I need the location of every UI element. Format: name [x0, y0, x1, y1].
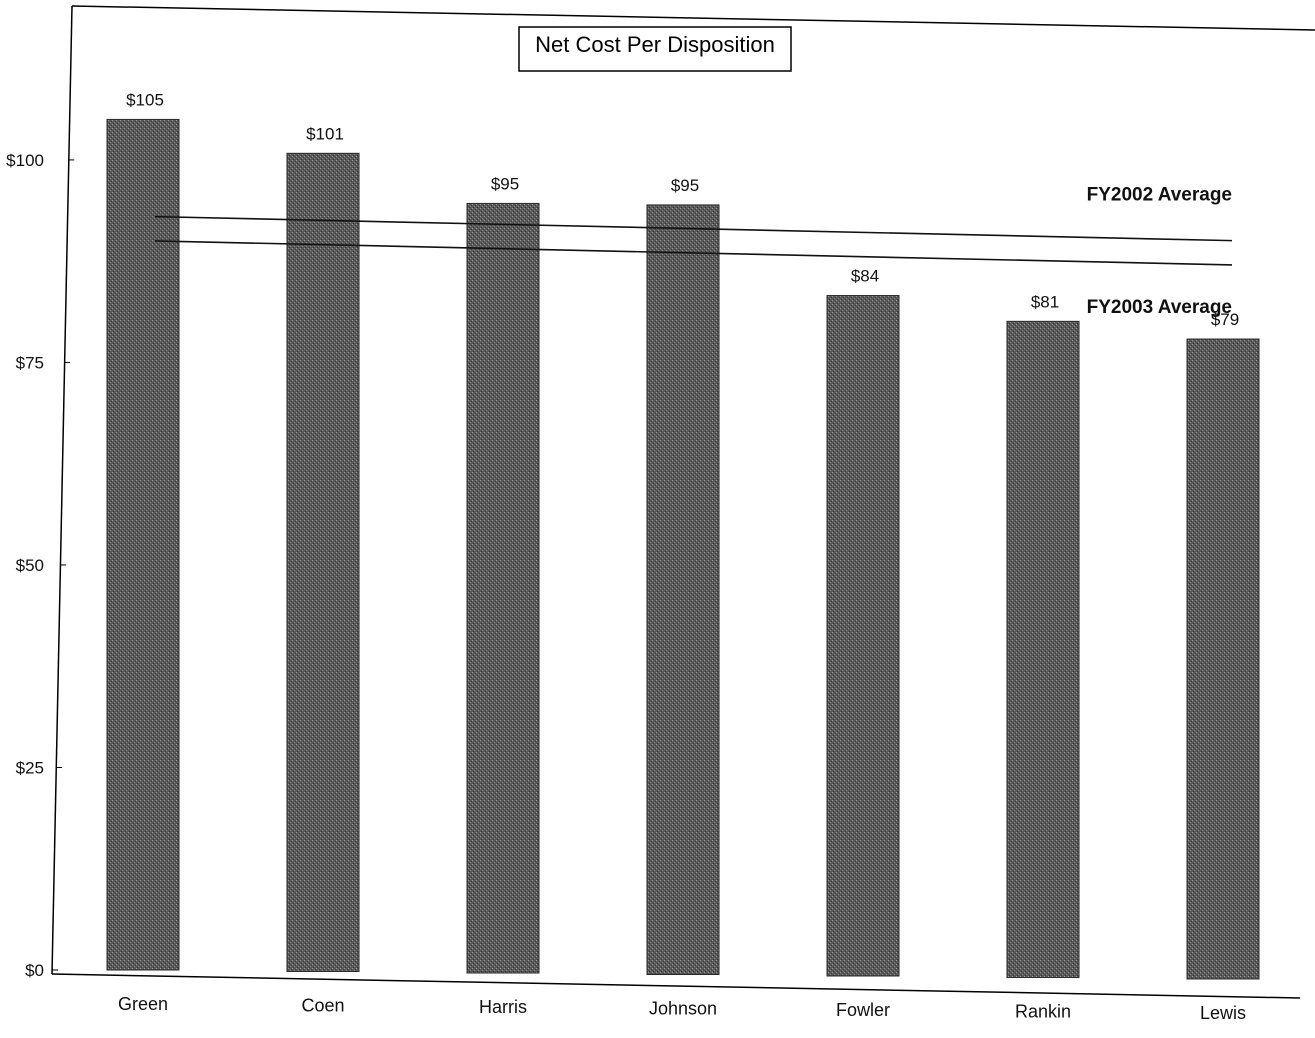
average-line	[154, 240, 1233, 266]
bar-rankin	[1006, 320, 1080, 979]
category-label: Harris	[479, 997, 527, 1017]
data-label: $105	[126, 90, 164, 109]
data-label: $95	[491, 174, 519, 193]
y-tick-label: $0	[25, 961, 44, 980]
category-label: Rankin	[1015, 1002, 1071, 1022]
plot-frame	[71, 5, 1315, 31]
data-labels: $105 $101 $95 $95 $84 $81 $79	[126, 90, 1239, 329]
category-label: Johnson	[649, 999, 717, 1019]
reference-lines: FY2002 Average FY2003 Average	[154, 185, 1233, 318]
y-tick-label: $100	[6, 151, 44, 170]
y-tick-label: $25	[16, 758, 44, 777]
bar-lewis	[1186, 338, 1260, 980]
chart-title: Net Cost Per Disposition	[535, 32, 775, 57]
category-label: Lewis	[1200, 1003, 1246, 1023]
x-axis-line	[51, 973, 1301, 999]
y-tick-label: $75	[16, 353, 44, 372]
bar-johnson	[646, 204, 720, 975]
data-label: $81	[1031, 292, 1059, 311]
data-label: $84	[851, 267, 879, 286]
chart-title-box: Net Cost Per Disposition	[518, 26, 792, 72]
category-label: Green	[118, 994, 168, 1014]
bar-green	[106, 118, 180, 971]
category-label: Coen	[301, 996, 344, 1016]
y-tick-label: $50	[16, 556, 44, 575]
average-line	[154, 215, 1233, 242]
bar-fowler	[826, 295, 900, 977]
data-label: $79	[1211, 310, 1239, 329]
y-ticks: $0 $25 $50 $75 $100	[6, 151, 75, 980]
data-label: $101	[306, 124, 344, 143]
bars	[106, 118, 1260, 980]
y-axis-line	[51, 5, 73, 975]
category-labels: Green Coen Harris Johnson Fowler Rankin Lewis	[118, 994, 1246, 1023]
category-label: Fowler	[836, 1000, 890, 1020]
average-label: FY2003 Average	[1087, 297, 1232, 318]
bar-coen	[286, 152, 360, 972]
bar-harris	[466, 202, 540, 974]
data-label: $95	[671, 176, 699, 195]
average-label: FY2002 Average	[1087, 185, 1232, 206]
